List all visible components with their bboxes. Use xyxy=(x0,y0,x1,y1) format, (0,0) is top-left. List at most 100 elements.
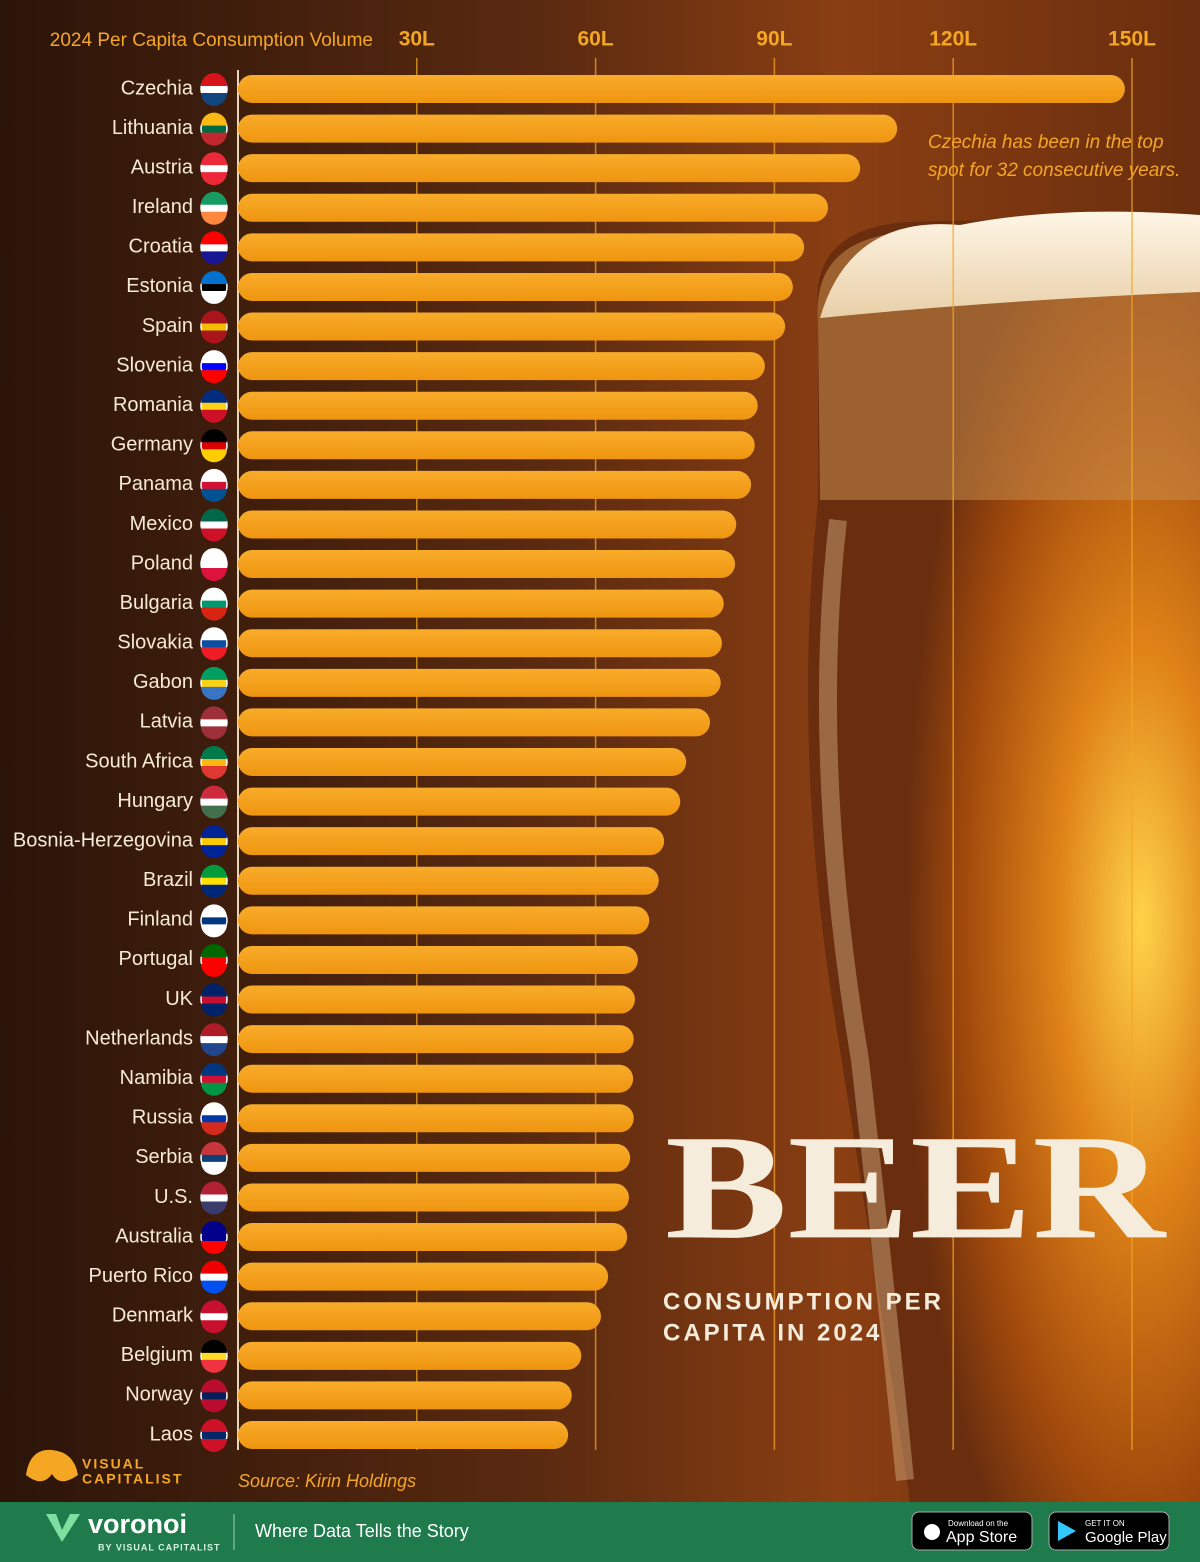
y-tick-label: Serbia xyxy=(135,1146,194,1168)
flag-stripe xyxy=(201,1003,227,1017)
bar xyxy=(238,1341,582,1370)
y-tick-label: Latvia xyxy=(140,711,194,733)
bar xyxy=(238,1381,572,1410)
flag-stripe xyxy=(201,1141,227,1155)
flag-stripe xyxy=(201,290,227,304)
bar xyxy=(238,114,898,143)
chart-subtitle: CAPITA IN 2024 xyxy=(663,1319,882,1346)
flag-stripe xyxy=(201,152,227,166)
bar xyxy=(238,1143,631,1172)
y-tick-label: Australia xyxy=(115,1225,194,1247)
flag-icon xyxy=(200,152,228,186)
y-tick-label: Ireland xyxy=(132,196,193,218)
flag-stripe xyxy=(201,73,227,86)
google-play-text: GET IT ON xyxy=(1085,1519,1125,1528)
flag-stripe xyxy=(201,93,227,106)
flag-icon xyxy=(200,1260,228,1294)
flag-icon xyxy=(200,191,228,225)
flag-stripe xyxy=(201,884,227,898)
flag-stripe xyxy=(201,172,227,186)
y-tick-label: Austria xyxy=(131,156,194,178)
flag-stripe xyxy=(201,330,227,344)
annotation: Czechia has been in the top xyxy=(928,132,1164,153)
flag-icon xyxy=(200,1062,228,1096)
bar xyxy=(238,391,758,420)
apple-icon xyxy=(924,1524,940,1540)
y-tick-label: Bosnia-Herzegovina xyxy=(13,829,194,851)
bar xyxy=(238,787,681,816)
flag-stripe xyxy=(201,706,227,720)
flag-stripe xyxy=(201,805,227,819)
bar xyxy=(238,510,737,539)
flag-icon xyxy=(200,350,228,384)
flag-icon xyxy=(200,1300,228,1334)
bar xyxy=(238,550,736,579)
y-tick-label: Laos xyxy=(150,1423,193,1445)
flag-icon xyxy=(200,548,228,582)
y-tick-label: Romania xyxy=(113,394,194,416)
flag-stripe xyxy=(201,231,227,245)
flag-stripe xyxy=(201,1201,227,1215)
flag-icon xyxy=(200,1141,228,1175)
bar xyxy=(238,708,711,737)
y-tick-label: Bulgaria xyxy=(120,592,194,614)
bar xyxy=(238,1104,634,1133)
flag-stripe xyxy=(201,1161,227,1175)
flag-stripe xyxy=(201,1221,227,1235)
flag-stripe xyxy=(201,1062,227,1076)
flag-icon xyxy=(200,508,228,542)
footer-byline: BY VISUAL CAPITALIST xyxy=(98,1542,221,1552)
flag-stripe xyxy=(201,251,227,265)
flag-icon xyxy=(200,1181,228,1215)
footer-logo xyxy=(46,1514,80,1542)
flag-stripe xyxy=(201,1102,227,1116)
flag-stripe xyxy=(201,468,227,482)
y-tick-label: Estonia xyxy=(126,275,194,297)
x-tick-label: 60L xyxy=(578,28,614,51)
logo-mark xyxy=(26,1449,78,1482)
flag-icon xyxy=(200,706,228,740)
bar xyxy=(238,1421,569,1449)
bar xyxy=(238,233,805,262)
flag-stripe xyxy=(201,132,227,146)
google-play-text: Google Play xyxy=(1085,1529,1167,1546)
app-store-button[interactable] xyxy=(911,1511,1033,1551)
google-play-button[interactable] xyxy=(1048,1511,1170,1551)
flag-icon xyxy=(200,746,228,779)
bar xyxy=(238,193,829,222)
flag-stripe xyxy=(201,627,227,641)
bar xyxy=(238,589,724,618)
flag-stripe xyxy=(201,766,227,779)
flag-stripe xyxy=(201,528,227,542)
beer-foam xyxy=(820,211,1200,318)
flag-stripe xyxy=(201,963,227,977)
flag-stripe xyxy=(201,943,227,957)
y-tick-label: Slovenia xyxy=(116,354,194,376)
bar xyxy=(238,748,687,776)
flag-stripe xyxy=(201,1023,227,1037)
flag-icon xyxy=(200,627,228,661)
flag-icon xyxy=(200,270,228,304)
flag-stripe xyxy=(201,1082,227,1096)
footer-brand: voronoi xyxy=(88,1509,187,1539)
footer: voronoi BY VISUAL CAPITALIST Where Data … xyxy=(0,1502,1200,1562)
flag-stripe xyxy=(201,310,227,324)
x-axis-label: 2024 Per Capita Consumption Volume xyxy=(50,30,373,51)
flag-stripe xyxy=(201,548,227,562)
flag-icon xyxy=(200,231,228,265)
y-tick-label: Portugal xyxy=(119,948,194,970)
bar xyxy=(238,312,786,341)
bar xyxy=(238,945,638,974)
bar xyxy=(238,1302,601,1331)
flag-stripe xyxy=(201,1359,227,1373)
y-tick-label: Gabon xyxy=(133,671,193,693)
play-icon xyxy=(1058,1521,1076,1541)
bar xyxy=(238,668,721,697)
bar xyxy=(238,75,1125,103)
y-tick-label: Germany xyxy=(111,434,193,456)
flag-stripe xyxy=(201,1379,227,1393)
flag-stripe xyxy=(201,568,227,582)
flag-stripe xyxy=(201,666,227,680)
flag-stripe xyxy=(201,1241,227,1255)
